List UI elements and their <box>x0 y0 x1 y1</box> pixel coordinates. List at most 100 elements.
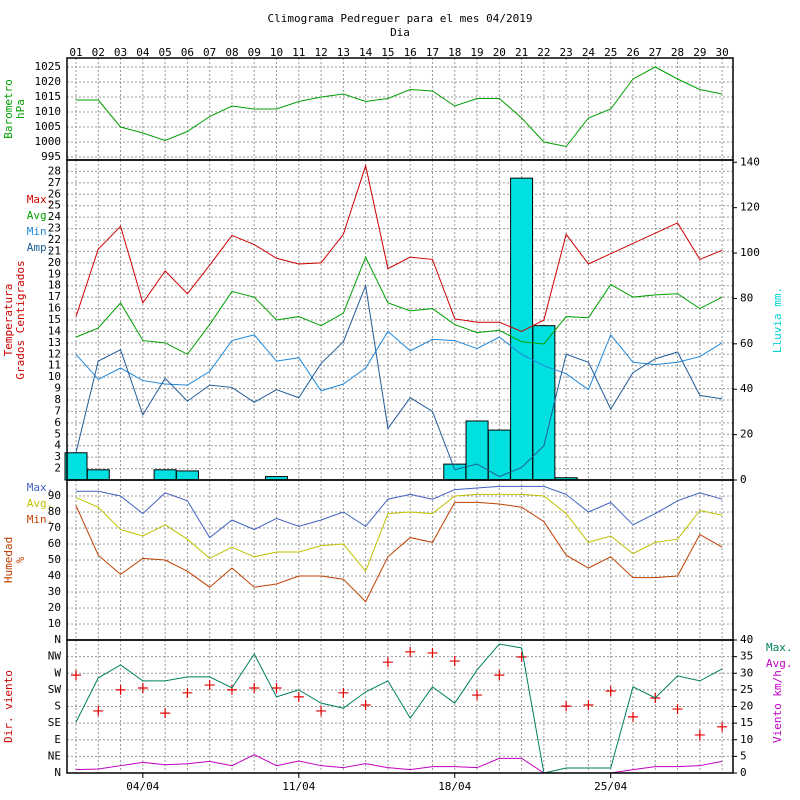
direction-marker <box>160 708 171 719</box>
y2-tick-label: 0 <box>740 473 747 486</box>
legend-label: Min. <box>27 513 54 526</box>
rain-bar <box>532 325 556 481</box>
day-label: 15 <box>381 46 394 59</box>
y-tick-label: 23 <box>48 222 61 235</box>
direction-marker <box>293 691 304 702</box>
y-tick-label: 8 <box>54 393 61 406</box>
direction-marker <box>271 683 282 694</box>
y-tick-label: 13 <box>48 336 61 349</box>
legend-label: Max. <box>27 481 54 494</box>
direction-marker <box>427 647 438 658</box>
day-label: 02 <box>92 46 105 59</box>
day-label: 30 <box>715 46 728 59</box>
series-line <box>75 501 723 603</box>
y2-axis-label: Viento km/h <box>771 670 784 743</box>
direction-marker <box>204 680 215 691</box>
y-tick-label: 2 <box>54 462 61 475</box>
day-label: 07 <box>203 46 216 59</box>
day-label: 21 <box>515 46 528 59</box>
y-tick-label: 1020 <box>35 75 62 88</box>
y-tick-label: 1000 <box>35 135 62 148</box>
day-label: 17 <box>426 46 439 59</box>
direction-marker <box>605 685 616 696</box>
rain-bar <box>465 420 489 481</box>
direction-marker <box>561 701 572 712</box>
y2-tick-label: 120 <box>740 201 760 214</box>
day-label: 04 <box>136 46 150 59</box>
y-tick-label: 30 <box>48 585 61 598</box>
y-tick-label: 24 <box>48 210 62 223</box>
y-tick-label: NE <box>48 749 61 762</box>
y-tick-label: 10 <box>48 617 61 630</box>
series-line <box>75 163 723 332</box>
y-tick-label: 11 <box>48 359 61 372</box>
series-line <box>75 493 723 573</box>
direction-marker <box>316 705 327 716</box>
y-tick-label: 18 <box>48 279 61 292</box>
y2-tick-label: 60 <box>740 337 753 350</box>
direction-marker <box>382 657 393 668</box>
y2-tick-label: 5 <box>740 749 747 762</box>
y-tick-label: 1010 <box>35 105 62 118</box>
series-line <box>75 643 723 774</box>
legend-label: Avg. <box>27 209 54 222</box>
direction-marker <box>672 704 683 715</box>
day-label: 06 <box>181 46 194 59</box>
rain-bar <box>153 469 177 481</box>
y2-tick-label: 40 <box>740 382 753 395</box>
day-label: 16 <box>404 46 417 59</box>
y-tick-label: 28 <box>48 164 61 177</box>
y-tick-label: 80 <box>48 505 61 518</box>
y2-tick-label: 80 <box>740 291 753 304</box>
y2-tick-label: 10 <box>740 733 753 746</box>
y-tick-label: 22 <box>48 233 61 246</box>
legend-label: Avg. <box>27 497 54 510</box>
day-label: 20 <box>493 46 506 59</box>
direction-marker <box>717 721 728 732</box>
day-label: 27 <box>649 46 662 59</box>
day-label: 26 <box>626 46 639 59</box>
axis-label: Dir. viento <box>2 670 15 743</box>
rain-bar <box>64 452 88 481</box>
y-tick-label: 14 <box>48 324 62 337</box>
y-tick-label: 21 <box>48 244 61 257</box>
day-label: 12 <box>314 46 327 59</box>
day-label: 28 <box>671 46 684 59</box>
y-tick-label: 10 <box>48 370 61 383</box>
day-label: 01 <box>69 46 82 59</box>
y2-tick-label: 35 <box>740 650 753 663</box>
y-tick-label: 40 <box>48 569 61 582</box>
y-tick-label: 17 <box>48 290 61 303</box>
axis-label: Humedad <box>2 537 15 583</box>
y2-tick-label: 25 <box>740 683 753 696</box>
y-tick-label: 9 <box>54 382 61 395</box>
y-tick-label: 4 <box>54 439 61 452</box>
y-tick-label: 15 <box>48 313 61 326</box>
direction-marker <box>494 670 505 681</box>
direction-marker <box>115 684 126 695</box>
day-label: 25 <box>604 46 617 59</box>
rain-bar <box>510 177 534 481</box>
axis-label: Grados Centigrados <box>14 260 27 379</box>
series-line <box>76 485 723 539</box>
y-tick-label: 60 <box>48 537 61 550</box>
direction-marker <box>628 711 638 722</box>
direction-marker <box>405 646 416 657</box>
y-tick-label: 20 <box>48 256 61 269</box>
day-label: 29 <box>693 46 706 59</box>
series-line <box>75 283 723 478</box>
direction-marker <box>472 690 483 701</box>
y2-axis-label: Lluvia mm. <box>771 287 784 353</box>
y2-tick-label: 140 <box>740 155 760 168</box>
series-line <box>76 66 723 148</box>
series-line <box>75 255 723 355</box>
legend-label: Max. <box>766 641 793 654</box>
y2-tick-label: 30 <box>740 666 753 679</box>
direction-marker <box>93 705 104 716</box>
legend-label: Avg. <box>766 657 793 670</box>
y2-tick-label: 0 <box>740 766 747 779</box>
direction-marker <box>449 656 460 667</box>
y-tick-label: W <box>54 666 61 679</box>
y-tick-label: 6 <box>54 416 61 429</box>
